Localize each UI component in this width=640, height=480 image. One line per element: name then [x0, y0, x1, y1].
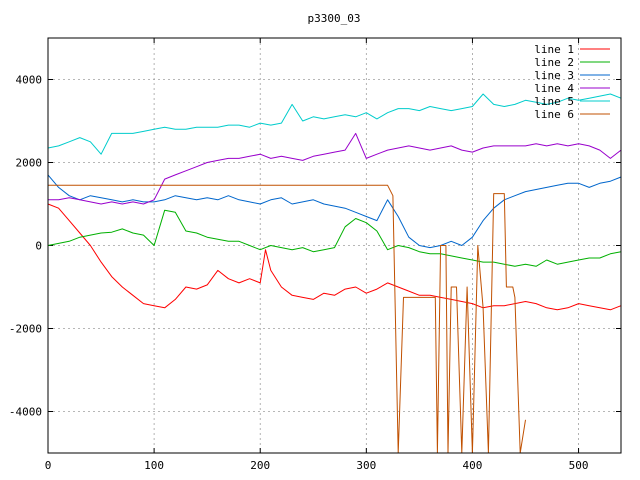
x-tick-label: 500: [569, 459, 589, 472]
series-line-3: [47, 174, 622, 249]
legend-label: line 3: [534, 69, 574, 82]
legend-label: line 2: [534, 56, 574, 69]
x-tick-label: 300: [356, 459, 376, 472]
x-tick-label: 400: [463, 459, 483, 472]
y-tick-label: 2000: [16, 157, 43, 170]
y-tick-label: 0: [35, 240, 42, 253]
series-lines: [47, 93, 622, 454]
legend-label: line 6: [534, 108, 574, 121]
legend-label: line 1: [534, 43, 574, 56]
legend-label: line 4: [534, 82, 574, 95]
axis-ticks: 0 100 200 300 400 500 -4000 -2000 0 2000 4000: [9, 38, 621, 472]
x-tick-label: 100: [144, 459, 164, 472]
grid-lines: [48, 38, 621, 453]
series-line-5: [47, 93, 622, 155]
series-line-2: [47, 209, 622, 267]
plot-frame: [47, 37, 622, 454]
y-tick-label: -2000: [9, 323, 42, 336]
x-tick-label: 200: [250, 459, 270, 472]
series-line-4: [48, 132, 622, 205]
x-tick-label: 0: [45, 459, 52, 472]
y-tick-label: -4000: [9, 406, 42, 419]
series-line-6: [48, 184, 526, 454]
legend-label: line 5: [534, 95, 574, 108]
chart-title: p3300_03: [308, 12, 361, 25]
series-line-1: [47, 203, 622, 311]
y-tick-label: 4000: [16, 74, 43, 87]
